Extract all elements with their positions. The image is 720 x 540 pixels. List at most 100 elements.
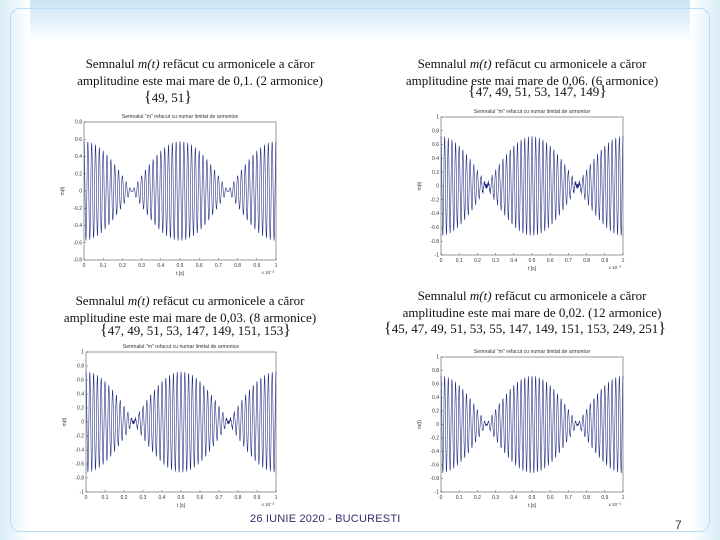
x-tick-label: 0.1 xyxy=(102,495,109,501)
x-tick-label: 0.9 xyxy=(601,258,608,264)
y-tick-label: 0.2 xyxy=(432,409,439,415)
y-tick-label: -0.6 xyxy=(75,462,84,468)
panel-2-plot: Semnalul "m" refacut cu numar limitat de… xyxy=(415,105,633,273)
panel-3-harmonic-set: {47, 49, 51, 53, 147, 149, 151, 153} xyxy=(100,322,291,339)
x-tick-label: 1 xyxy=(275,263,278,269)
panel-3-caption-line2: amplitudine este mai mare de 0,03. (8 ar… xyxy=(63,310,317,325)
y-tick-label: -0.2 xyxy=(430,197,439,203)
x-axis-label: t [s] xyxy=(177,503,186,509)
panel-1-caption-pre: Semnalul xyxy=(85,56,138,71)
x-tick-label: 0.7 xyxy=(565,495,572,501)
panel-1-plot: Semnalul "m" refacut cu numar limitat de… xyxy=(58,110,286,278)
panel-3-plot: Semnalul "m" refacut cu numar limitat de… xyxy=(60,340,286,510)
x-tick-label: 0.4 xyxy=(157,263,164,269)
panel-1-set-values: 49, 51 xyxy=(151,90,185,105)
y-tick-label: -0.4 xyxy=(75,448,84,454)
slide-right-band xyxy=(690,0,720,540)
panel-4-plot: Semnalul "m" refacut cu numar limitat de… xyxy=(415,345,633,510)
y-tick-label: -0.6 xyxy=(430,463,439,469)
y-tick-label: 0.4 xyxy=(75,154,82,160)
panel-1-harmonic-set: {49, 51} xyxy=(144,89,192,106)
x-tick-label: 0.4 xyxy=(510,258,517,264)
panel-4-caption-line2: amplitudine este mai mare de 0,02. (12 a… xyxy=(402,305,662,320)
y-tick-label: -0.4 xyxy=(430,449,439,455)
panel-4-caption-line1: refăcut cu armonicele a căror xyxy=(491,288,647,303)
plot-title: Semnalul "m" refacut cu numar limitat de… xyxy=(474,109,591,115)
y-tick-label: -0.2 xyxy=(75,434,84,440)
x-tick-label: 0 xyxy=(85,495,88,501)
x-tick-label: 1 xyxy=(275,495,278,501)
x-tick-label: 0.3 xyxy=(492,258,499,264)
x-tick-label: 0.1 xyxy=(456,495,463,501)
signal-line xyxy=(83,141,277,241)
y-tick-label: -1 xyxy=(435,490,440,496)
x-tick-label: 0.1 xyxy=(100,263,107,269)
signal-line xyxy=(85,371,277,473)
x-tick-label: 0.5 xyxy=(177,263,184,269)
x-tick-label: 0 xyxy=(440,495,443,501)
y-tick-label: -0.8 xyxy=(430,476,439,482)
x-tick-label: 0.2 xyxy=(119,263,126,269)
y-tick-label: 0.2 xyxy=(77,406,84,412)
x-axis-exponent: x 10⁻³ xyxy=(609,265,622,270)
x-axis-exponent: x 10⁻³ xyxy=(262,502,275,507)
y-tick-label: 0.6 xyxy=(77,378,84,384)
y-axis-label: m(t) xyxy=(62,417,68,426)
panel-2-set-values: 47, 49, 51, 53, 147, 149 xyxy=(475,84,600,99)
slide-header-band xyxy=(0,0,720,40)
y-tick-label: 1 xyxy=(436,115,439,121)
y-tick-label: -1 xyxy=(435,253,440,259)
x-tick-label: 0.3 xyxy=(140,495,147,501)
y-tick-label: 0.2 xyxy=(432,170,439,176)
x-tick-label: 0.6 xyxy=(196,263,203,269)
panel-1-caption: Semnalul m(t) refăcut cu armonicele a că… xyxy=(40,55,360,89)
x-tick-label: 0.8 xyxy=(583,495,590,501)
y-tick-label: 0.6 xyxy=(75,137,82,143)
y-tick-label: 0.8 xyxy=(75,120,82,126)
panel-2-caption-line1: refăcut cu armonicele a căror xyxy=(491,56,647,71)
slide-footer: 26 IUNIE 2020 - BUCURESTI xyxy=(250,513,401,525)
y-tick-label: -1 xyxy=(80,490,85,496)
x-tick-label: 0.7 xyxy=(215,263,222,269)
x-axis-label: t [s] xyxy=(176,271,185,277)
x-tick-label: 0.6 xyxy=(547,258,554,264)
y-tick-label: 0.8 xyxy=(432,128,439,134)
panel-2-harmonic-set: {47, 49, 51, 53, 147, 149} xyxy=(468,83,607,100)
plot-title: Semnalul "m" refacut cu numar limitat de… xyxy=(123,344,240,350)
x-tick-label: 0.4 xyxy=(159,495,166,501)
y-tick-label: 1 xyxy=(81,350,84,356)
y-tick-label: 0.4 xyxy=(432,156,439,162)
panel-4-caption-pre: Semnalul xyxy=(417,288,470,303)
y-tick-label: -0.8 xyxy=(430,239,439,245)
x-tick-label: 0.9 xyxy=(253,263,260,269)
panel-1-caption-line1: refăcut cu armonicele a căror xyxy=(159,56,315,71)
x-tick-label: 0.8 xyxy=(235,495,242,501)
panel-3-svg: Semnalul "m" refacut cu numar limitat de… xyxy=(62,344,278,509)
x-tick-label: 0.4 xyxy=(510,495,517,501)
y-tick-label: -0.2 xyxy=(430,436,439,442)
panel-3-caption-pre: Semnalul xyxy=(75,293,128,308)
x-tick-label: 0.8 xyxy=(583,258,590,264)
y-tick-label: 0.6 xyxy=(432,382,439,388)
panel-3-caption-symbol: m(t) xyxy=(127,293,150,308)
x-tick-label: 0.7 xyxy=(565,258,572,264)
y-tick-label: 0.4 xyxy=(432,395,439,401)
y-tick-label: 0 xyxy=(436,184,439,190)
x-tick-label: 0 xyxy=(83,263,86,269)
y-tick-label: -0.8 xyxy=(75,476,84,482)
x-tick-label: 0.6 xyxy=(547,495,554,501)
x-tick-label: 0.3 xyxy=(492,495,499,501)
x-tick-label: 0.9 xyxy=(254,495,261,501)
x-tick-label: 0.5 xyxy=(529,495,536,501)
x-tick-label: 0.9 xyxy=(601,495,608,501)
panel-4-harmonic-set: {45, 47, 49, 51, 53, 55, 147, 149, 151, … xyxy=(384,320,666,337)
x-axis-exponent: x 10⁻³ xyxy=(609,502,622,507)
y-tick-label: -0.6 xyxy=(430,225,439,231)
panel-4-caption-symbol: m(t) xyxy=(469,288,492,303)
panel-3-caption: Semnalul m(t) refăcut cu armonicele a că… xyxy=(30,292,350,326)
panel-1-caption-line2: amplitudine este mai mare de 0,1. (2 arm… xyxy=(77,73,323,88)
y-tick-label: -0.8 xyxy=(73,258,82,264)
x-tick-label: 0.2 xyxy=(121,495,128,501)
y-tick-label: -0.6 xyxy=(73,240,82,246)
y-axis-label: m(t) xyxy=(417,181,423,190)
